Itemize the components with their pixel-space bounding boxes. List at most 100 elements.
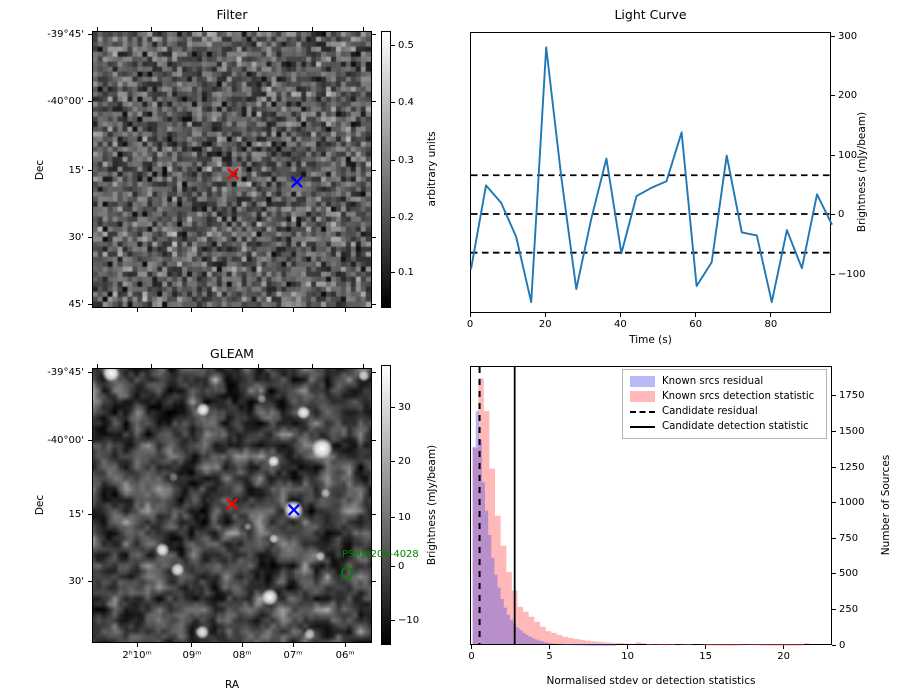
tick: [832, 644, 836, 646]
tick: [88, 170, 92, 172]
legend-swatch-patch: [630, 376, 655, 387]
pulsar-circle-marker: [341, 566, 354, 579]
tick-label: 30': [68, 575, 84, 587]
tick: [832, 537, 836, 539]
tick-label: 20: [538, 319, 552, 330]
tick: [471, 645, 473, 649]
tick: [88, 303, 92, 305]
tick: [832, 608, 836, 610]
tick: [372, 372, 376, 374]
tick-label: 30': [68, 231, 84, 243]
tick: [391, 101, 395, 103]
tick: [469, 313, 471, 317]
legend-label: Known srcs residual: [662, 376, 764, 387]
tick-label: 80: [764, 319, 778, 330]
tick: [88, 236, 92, 238]
tick: [136, 643, 138, 647]
tick-label: 0: [466, 319, 474, 330]
known-source-x-marker: [288, 504, 300, 516]
light-curve-title: Light Curve: [614, 7, 687, 22]
tick: [97, 27, 99, 31]
light-curve-ylabel: Brightness (mJy/beam): [856, 111, 868, 233]
legend-swatch-dashed: [630, 410, 655, 413]
tick-label: 1000: [839, 497, 865, 509]
tick-label: −100: [838, 268, 866, 280]
tick-label: 0: [838, 209, 845, 221]
legend-item: Candidate residual: [630, 404, 819, 419]
light-curve-plot: [470, 46, 833, 304]
tick: [832, 573, 836, 575]
candidate-x-marker: [227, 168, 239, 180]
tick-label: 09ᵐ: [182, 650, 202, 661]
tick: [831, 273, 835, 275]
legend-item: Known srcs detection statistic: [630, 389, 819, 404]
filter-markers-layer: [227, 168, 303, 188]
tick: [344, 643, 346, 647]
tick-label: 10: [398, 512, 411, 524]
gleam-colorbar-gradient: [382, 366, 390, 644]
filter-title: Filter: [216, 7, 248, 22]
tick-label: 1750: [839, 390, 865, 402]
tick-label: -40°00': [47, 95, 84, 107]
tick-label: −10: [398, 614, 420, 626]
light-curve-line: [470, 46, 833, 304]
legend-swatch-patch: [630, 391, 655, 402]
tick: [344, 308, 346, 312]
tick: [257, 27, 259, 31]
tick-label: 0: [839, 639, 846, 651]
tick-label: 5: [546, 651, 553, 662]
histogram-xlabel: Normalised stdev or detection statistics: [546, 675, 756, 687]
filter-colorbar: [381, 31, 391, 308]
tick: [832, 466, 836, 468]
tick-label: 30: [398, 401, 411, 413]
tick: [372, 303, 376, 305]
tick-label: 10: [621, 651, 634, 662]
tick-label: 06ᵐ: [335, 650, 355, 661]
tick: [292, 308, 294, 312]
tick: [372, 100, 376, 102]
tick-label: 500: [839, 568, 859, 580]
legend-label: Candidate detection statistic: [662, 421, 809, 432]
tick-label: 15': [68, 508, 84, 520]
legend-item: Candidate detection statistic: [630, 419, 819, 434]
known-source-x-marker: [291, 176, 303, 188]
gleam-ylabel: Dec: [34, 494, 46, 516]
hist-series-1: [472, 411, 617, 646]
tick-label: 60: [689, 319, 702, 330]
tick: [391, 619, 395, 621]
candidate-x-marker: [226, 498, 238, 510]
tick: [391, 517, 395, 519]
tick-label: -39°45': [47, 367, 84, 379]
tick: [831, 35, 835, 37]
tick: [363, 27, 365, 31]
tick: [97, 364, 99, 368]
tick: [832, 395, 836, 397]
tick: [695, 313, 697, 317]
tick: [191, 308, 193, 312]
histogram-plot: [472, 367, 816, 646]
tick: [391, 461, 395, 463]
tick: [544, 313, 546, 317]
tick: [151, 364, 153, 368]
tick-label: 20: [398, 456, 411, 468]
tick-label: 0.4: [398, 96, 414, 108]
tick: [88, 580, 92, 582]
light-curve-axes: [470, 32, 831, 313]
tick-label: 250: [839, 603, 859, 615]
legend-label: Candidate residual: [662, 406, 758, 417]
tick-label: -39°45': [47, 29, 84, 41]
gleam-colorbar: [381, 365, 391, 645]
legend-swatch-solid: [630, 425, 655, 428]
tick: [372, 513, 376, 515]
filter-image: [93, 32, 371, 307]
tick: [292, 643, 294, 647]
gleam-xlabel: RA: [224, 679, 240, 691]
tick: [151, 27, 153, 31]
tick-label: 1250: [839, 461, 865, 473]
tick-label: 300: [838, 30, 858, 42]
legend-item: Known srcs residual: [630, 374, 819, 389]
tick-label: 750: [839, 532, 859, 544]
tick: [832, 430, 836, 432]
tick: [88, 372, 92, 374]
hist-series-0: [472, 378, 816, 646]
